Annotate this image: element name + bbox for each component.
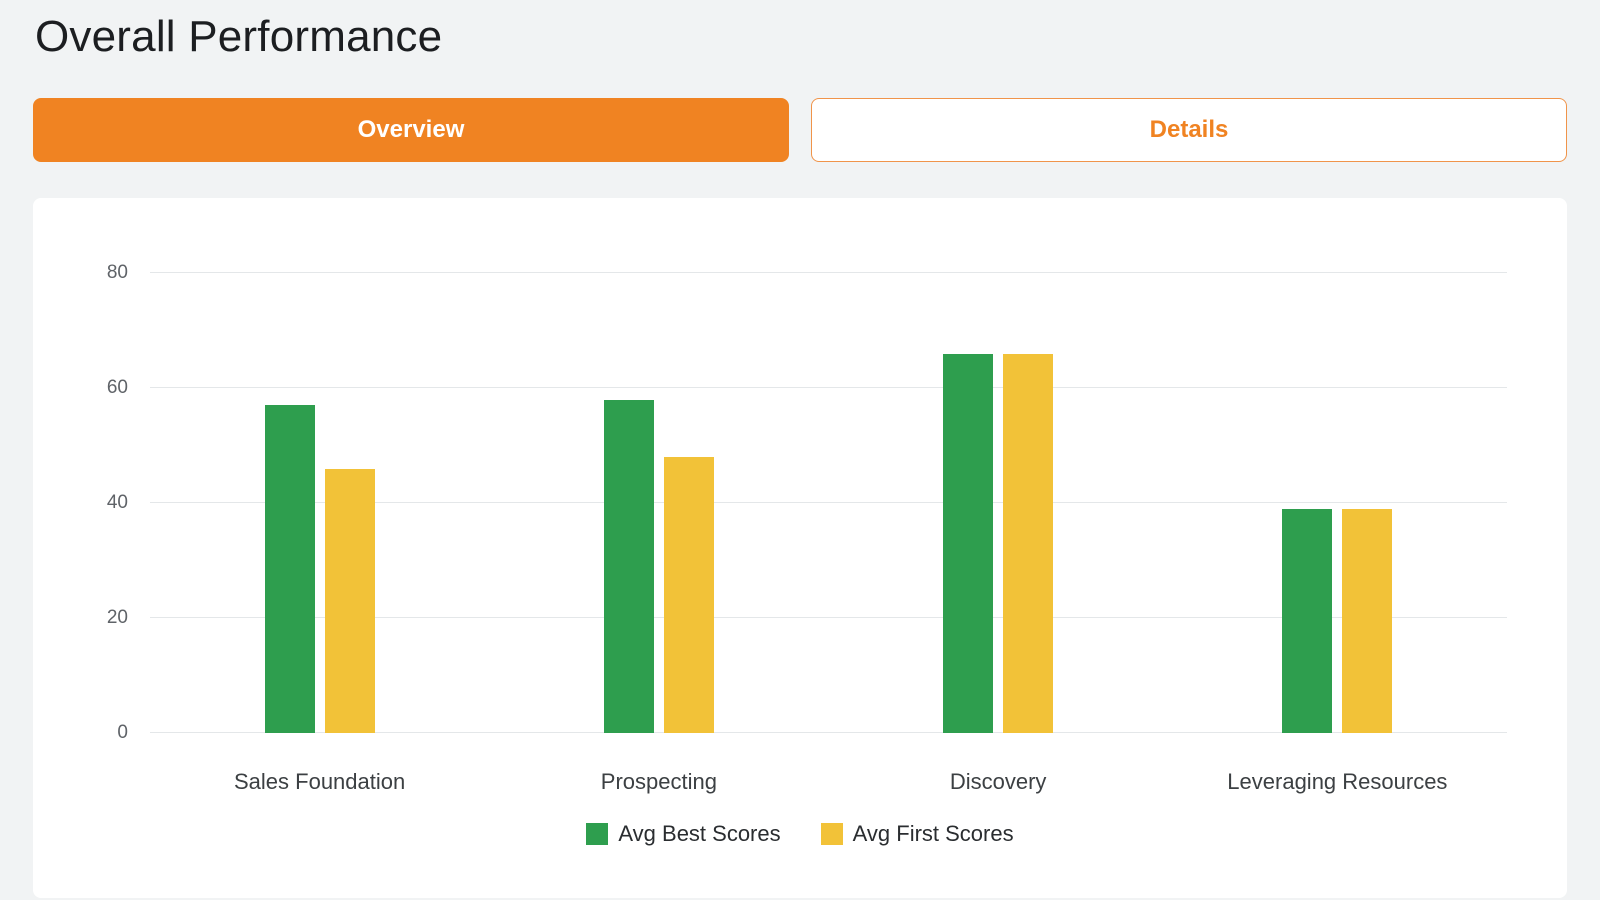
gridline [150,387,1507,388]
y-tick-label: 80 [106,262,128,283]
tab-row: Overview Details [33,98,1567,162]
gridline [150,272,1507,273]
x-axis-label: Discovery [949,769,1047,794]
plot-wrap: 0 20 40 60 80 [33,262,1567,743]
bar [324,468,375,733]
chart-legend: Avg Best Scores Avg First Scores [33,821,1567,847]
bar-group [150,273,489,733]
tab-overview[interactable]: Overview [33,98,789,162]
gridline [150,617,1507,618]
page-title: Overall Performance [35,12,443,61]
bar-chart: 0 20 40 60 80 Sales Foundation Prospecting Dis… [33,262,1567,847]
x-axis-label: Prospecting [600,769,717,794]
y-tick-label: 20 [106,607,128,628]
bar-groups [150,273,1507,733]
y-tick-label: 60 [106,377,128,398]
legend-swatch [586,823,609,845]
chart-card: 0 20 40 60 80 Sales Foundation Prospecting Dis… [33,198,1567,898]
tab-details[interactable]: Details [811,98,1567,162]
legend-item: Avg Best Scores [586,821,781,847]
x-axis-label: Leveraging Resources [1227,769,1448,794]
y-tick-label: 0 [117,722,128,743]
bar-group [489,273,828,733]
plot-area [150,272,1507,733]
bar-group [1168,273,1507,733]
bar [663,457,714,733]
bar-group [829,273,1168,733]
bar [1342,508,1393,733]
gridline [150,502,1507,503]
bar [603,399,654,733]
y-tick-label: 40 [106,492,128,513]
gridline [150,732,1507,733]
y-axis: 0 20 40 60 80 [33,262,150,743]
x-axis-label: Sales Foundation [234,769,406,794]
bar [264,405,315,733]
x-axis: Sales Foundation Prospecting Discovery Leve… [150,769,1507,795]
legend-label: Avg First Scores [852,821,1014,846]
legend-item: Avg First Scores [820,821,1014,847]
legend-label: Avg Best Scores [618,821,781,846]
legend-swatch [820,823,843,845]
bar [943,353,994,733]
page: Overall Performance Overview Details 0 20… [0,12,1600,900]
bar [1003,353,1054,733]
bar [1282,508,1333,733]
